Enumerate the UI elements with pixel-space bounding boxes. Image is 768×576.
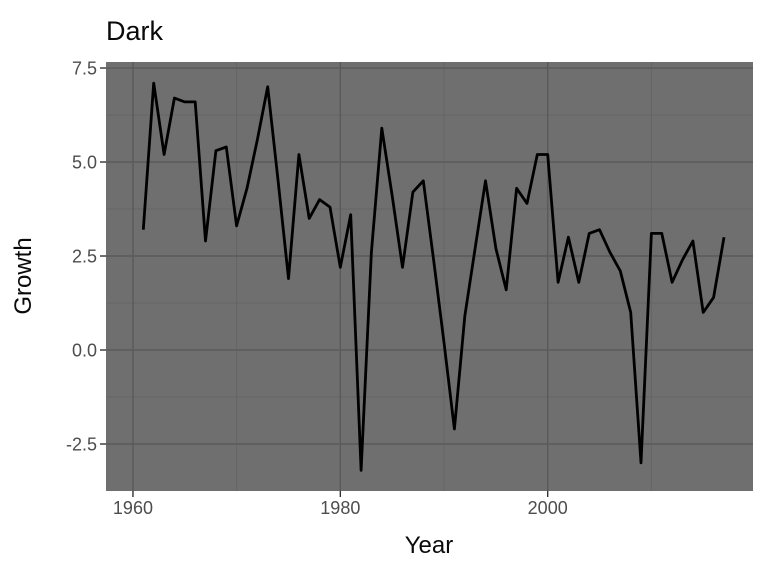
x-axis-title: Year (405, 532, 454, 559)
svg-text:5.0: 5.0 (72, 153, 97, 173)
x-axis-tick-labels: 1960 1980 2000 (113, 498, 568, 518)
svg-text:1960: 1960 (113, 498, 153, 518)
svg-text:7.5: 7.5 (72, 59, 97, 79)
chart-title: Dark (106, 16, 164, 46)
svg-text:1980: 1980 (320, 498, 360, 518)
svg-text:2000: 2000 (528, 498, 568, 518)
plot-panel (106, 62, 753, 491)
y-axis-tick-labels: 7.5 5.0 2.5 0.0 -2.5 (66, 59, 97, 455)
y-axis-title: Growth (10, 237, 37, 314)
growth-line-series (141, 81, 726, 472)
axis-tick-marks (100, 67, 549, 497)
svg-text:-2.5: -2.5 (66, 435, 97, 455)
svg-text:2.5: 2.5 (72, 247, 97, 267)
svg-text:0.0: 0.0 (72, 341, 97, 361)
gridlines-major (106, 62, 753, 491)
